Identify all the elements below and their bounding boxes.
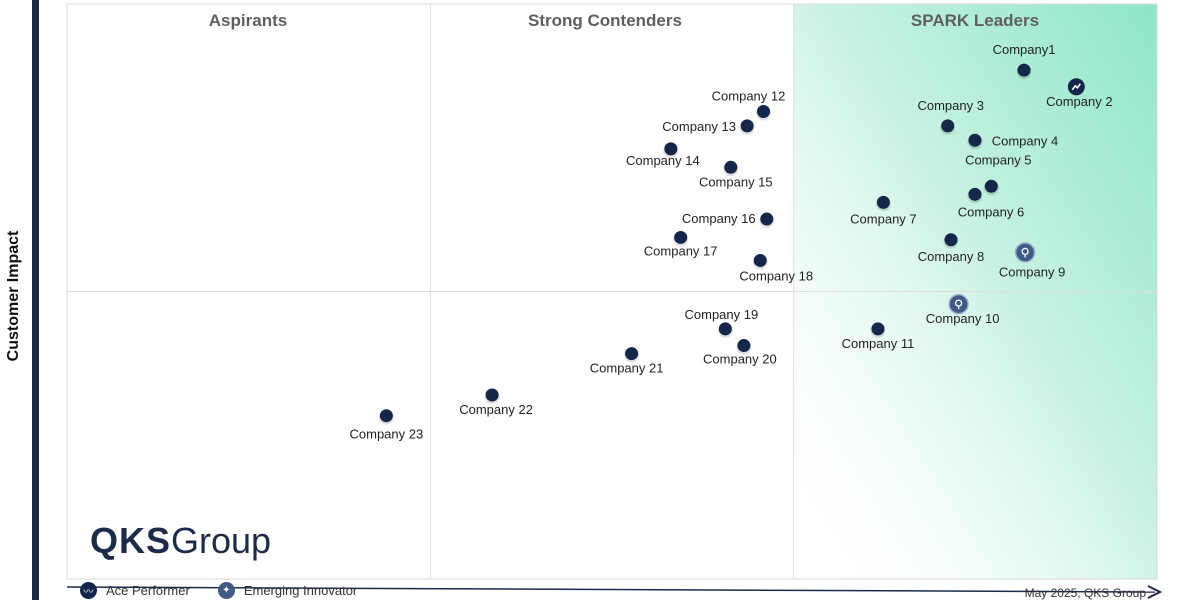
point-label: Company 16 [682, 211, 756, 226]
data-point-company-7: Company 7 [850, 195, 917, 226]
point-label: Company 10 [926, 311, 1000, 326]
point-label: Company 13 [662, 119, 736, 134]
data-point-company-9: Company 9 [999, 242, 1065, 279]
point-label: Company 14 [626, 153, 700, 168]
emerging-innovator-icon [948, 293, 969, 315]
legend: 〰 Ace Performer ✦ Emerging Innovator [80, 580, 385, 600]
data-point-company-14: Company 14 [626, 142, 700, 168]
point-marker [1017, 63, 1031, 77]
point-marker [674, 230, 688, 244]
data-point-company-2: Company 2 [1046, 78, 1113, 109]
data-point-company-20: Company 20 [703, 339, 777, 367]
point-label: Company 4 [992, 133, 1058, 148]
point-marker [485, 388, 499, 402]
point-label: Company 2 [1046, 94, 1112, 109]
point-marker [718, 322, 732, 336]
qks-group-logo: QKSGroup [90, 520, 272, 561]
point-label: Company 11 [842, 336, 915, 351]
point-label: Company 20 [703, 352, 777, 367]
point-label: Company 19 [685, 307, 759, 322]
x-axis-line [66, 586, 1156, 593]
quadrant-title-spark-leaders: SPARK Leaders [911, 11, 1039, 30]
point-label: Company 3 [917, 98, 983, 113]
x-axis-arrow-icon [1147, 585, 1163, 599]
data-point-company-3: Company 3 [917, 98, 984, 135]
data-point-company-6: Company 6 [958, 187, 1024, 219]
data-point-company-11: Company 11 [842, 322, 915, 351]
point-marker [968, 187, 982, 201]
point-label: Company 18 [739, 268, 813, 283]
point-label: Company 21 [590, 361, 664, 376]
emerging-innovator-icon: ✦ [217, 581, 235, 599]
point-label: Company 15 [699, 174, 773, 189]
data-point-company-18: Company 18 [739, 253, 813, 283]
data-point-company-22: Company 22 [459, 388, 533, 417]
point-label: Company 23 [350, 427, 424, 442]
point-marker [379, 409, 393, 423]
quadrant-title-strong-contenders: Strong Contenders [528, 11, 682, 30]
legend-innovator-label: Emerging Innovator [243, 582, 358, 598]
point-marker [944, 233, 958, 247]
footer-source: May 2025, QKS Group [1024, 586, 1146, 600]
point-label: Company 22 [459, 402, 533, 417]
point-marker [757, 105, 771, 119]
point-label: Company 17 [644, 243, 718, 258]
point-label: Company 8 [918, 249, 984, 264]
point-marker [664, 142, 678, 156]
data-point-company-10: Company 10 [926, 293, 1000, 326]
data-point-company-23: Company 23 [350, 409, 424, 442]
point-label: Company 6 [958, 204, 1024, 219]
data-point-company-12: Company 12 [712, 89, 786, 121]
data-point-company1: Company1 [993, 42, 1056, 80]
point-marker [871, 322, 885, 336]
point-label: Company 7 [850, 211, 916, 226]
point-marker [753, 253, 767, 267]
point-label: Company 12 [712, 89, 786, 104]
data-point-company-13: Company 13 [662, 119, 755, 135]
point-label: Company1 [993, 42, 1056, 57]
data-point-company-16: Company 16 [682, 211, 775, 229]
data-point-company-5: Company 5 [965, 152, 1032, 196]
legend-item-ace: 〰 Ace Performer [80, 581, 190, 599]
quadrant-title-aspirants: Aspirants [209, 11, 287, 30]
emerging-innovator-icon [1014, 242, 1036, 263]
point-marker [724, 160, 738, 174]
point-marker [876, 195, 890, 209]
data-point-company-8: Company 8 [918, 233, 984, 264]
point-marker [941, 119, 955, 133]
point-label: Company 5 [965, 152, 1031, 167]
point-marker [737, 339, 751, 353]
point-label: Company 9 [999, 264, 1065, 279]
point-marker [984, 179, 998, 193]
point-marker [760, 212, 774, 226]
data-point-company-15: Company 15 [699, 160, 773, 189]
data-point-company-21: Company 21 [590, 347, 664, 376]
point-marker [740, 119, 754, 133]
point-marker [968, 133, 982, 147]
data-point-company-4: Company 4 [967, 133, 1058, 150]
data-point-company-17: Company 17 [644, 230, 718, 258]
legend-item-innovator: ✦ Emerging Innovator [217, 581, 358, 599]
frame-bar [32, 0, 39, 600]
legend-ace-label: Ace Performer [106, 582, 190, 598]
point-marker [625, 347, 639, 361]
ace-performer-icon: 〰 [80, 581, 97, 599]
data-point-company-19: Company 19 [685, 307, 759, 338]
